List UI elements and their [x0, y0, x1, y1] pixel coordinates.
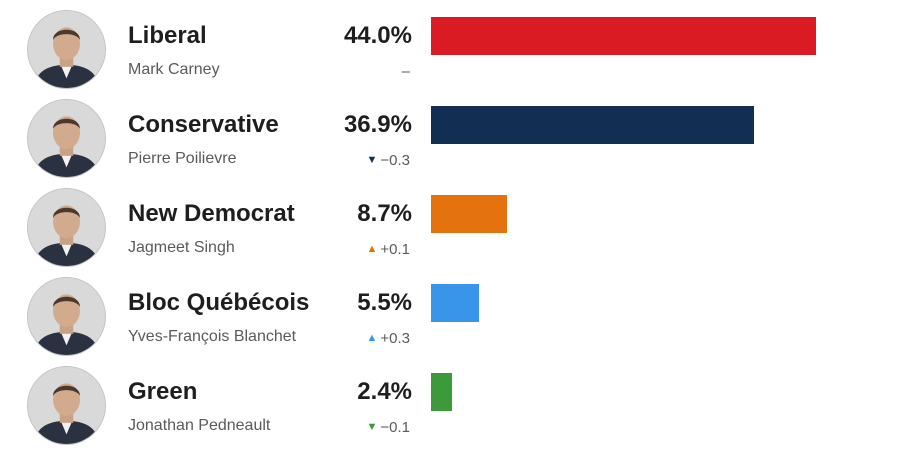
leader-name: Yves-François Blanchet — [128, 328, 297, 345]
change-indicator: – — [402, 63, 410, 80]
change-value: −0.3 — [380, 152, 410, 169]
person-photo-icon — [27, 10, 106, 89]
triangle-up-icon: ▲ — [366, 332, 378, 344]
party-name: New Democrat — [128, 200, 295, 227]
party-row: Green Jonathan Pedneault 2.4% ▼ −0.1 — [0, 356, 898, 445]
party-name: Conservative — [128, 111, 279, 138]
triangle-up-icon: ▲ — [366, 243, 378, 255]
bar — [431, 284, 479, 322]
change-value: +0.1 — [380, 241, 410, 258]
party-row: New Democrat Jagmeet Singh 8.7% ▲ +0.1 — [0, 178, 898, 267]
bar — [431, 373, 452, 411]
person-photo-icon — [27, 277, 106, 356]
percentage-label: 2.4% — [357, 378, 412, 405]
party-name: Bloc Québécois — [128, 289, 310, 316]
change-indicator: ▲ +0.1 — [366, 241, 410, 258]
leader-name: Pierre Poilievre — [128, 150, 237, 167]
person-photo-icon — [27, 188, 106, 267]
percentage-label: 8.7% — [357, 200, 412, 227]
bar — [431, 195, 507, 233]
bar — [431, 17, 816, 55]
change-value: – — [401, 63, 410, 80]
leader-name: Jagmeet Singh — [128, 239, 235, 256]
percentage-label: 44.0% — [343, 22, 412, 49]
percentage-label: 5.5% — [357, 289, 412, 316]
party-row: Liberal Mark Carney 44.0% – — [0, 0, 898, 89]
party-row: Conservative Pierre Poilievre 36.9% ▼ −0.3 — [0, 89, 898, 178]
person-photo-icon — [27, 99, 106, 178]
leader-name: Mark Carney — [128, 61, 220, 78]
percentage-label: 36.9% — [343, 111, 412, 138]
leader-name: Jonathan Pedneault — [128, 417, 271, 434]
triangle-down-icon: ▼ — [366, 421, 378, 433]
bar — [431, 106, 754, 144]
change-indicator: ▲ +0.3 — [366, 330, 410, 347]
change-value: −0.1 — [380, 419, 410, 436]
triangle-down-icon: ▼ — [366, 154, 378, 166]
change-indicator: ▼ −0.1 — [366, 419, 410, 436]
party-name: Green — [128, 378, 198, 405]
change-value: +0.3 — [380, 330, 410, 347]
change-indicator: ▼ −0.3 — [366, 152, 410, 169]
party-name: Liberal — [128, 22, 207, 49]
party-row: Bloc Québécois Yves-François Blanchet 5.5%… — [0, 267, 898, 356]
person-photo-icon — [27, 366, 106, 445]
